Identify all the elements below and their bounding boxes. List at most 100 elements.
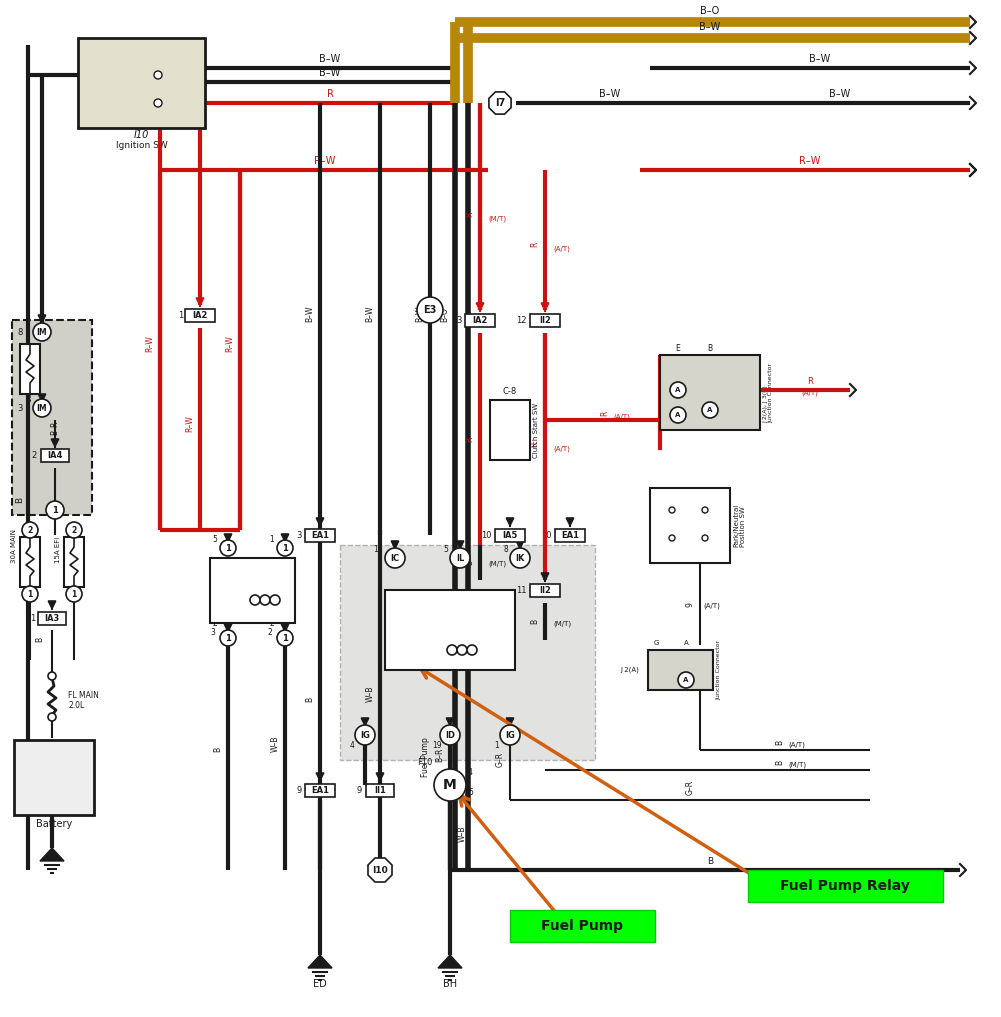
Text: B–W: B–W bbox=[810, 54, 831, 64]
Text: 2: 2 bbox=[267, 629, 272, 637]
Text: (M/T): (M/T) bbox=[788, 761, 806, 768]
Text: IM: IM bbox=[37, 404, 47, 413]
Text: 9: 9 bbox=[296, 785, 302, 794]
Text: 2: 2 bbox=[27, 526, 33, 535]
Text: B: B bbox=[35, 637, 44, 642]
Text: (M/T): (M/T) bbox=[553, 620, 572, 626]
Text: IM: IM bbox=[37, 327, 47, 337]
Circle shape bbox=[669, 535, 675, 541]
Text: EA1: EA1 bbox=[561, 531, 579, 539]
Text: 5: 5 bbox=[212, 535, 217, 544]
Text: N: N bbox=[658, 531, 665, 540]
Text: 15A EFI: 15A EFI bbox=[55, 537, 61, 563]
Bar bbox=[530, 584, 560, 597]
Text: A: A bbox=[684, 640, 689, 646]
Text: B–W: B–W bbox=[305, 305, 314, 322]
Text: FL MAIN: FL MAIN bbox=[68, 691, 99, 700]
Text: 1: 1 bbox=[30, 613, 35, 622]
Text: 3: 3 bbox=[456, 315, 462, 324]
Text: 30A MAIN: 30A MAIN bbox=[11, 529, 17, 563]
Circle shape bbox=[355, 725, 375, 745]
Text: (M/T): (M/T) bbox=[488, 440, 507, 446]
Bar bbox=[64, 537, 84, 587]
Text: B: B bbox=[15, 497, 24, 503]
Circle shape bbox=[670, 382, 686, 398]
Text: 8: 8 bbox=[17, 327, 22, 337]
Text: B–R: B–R bbox=[50, 421, 59, 435]
Text: B–W: B–W bbox=[830, 89, 851, 99]
Text: 19: 19 bbox=[432, 741, 441, 750]
Text: (A/T): (A/T) bbox=[703, 602, 720, 608]
Text: IG: IG bbox=[506, 730, 515, 739]
Text: 1: 1 bbox=[27, 590, 33, 598]
Circle shape bbox=[260, 595, 270, 605]
Bar bbox=[510, 910, 655, 942]
Circle shape bbox=[270, 595, 280, 605]
Text: B–R: B–R bbox=[435, 747, 444, 762]
Bar bbox=[305, 783, 335, 796]
Circle shape bbox=[220, 630, 236, 646]
Circle shape bbox=[22, 586, 38, 602]
Text: II1: II1 bbox=[374, 785, 386, 794]
Text: 1: 1 bbox=[225, 634, 231, 643]
Text: EA1: EA1 bbox=[311, 531, 329, 539]
Text: Junction Connector: Junction Connector bbox=[716, 640, 721, 700]
Circle shape bbox=[277, 540, 293, 556]
Text: B: B bbox=[708, 344, 713, 353]
Text: 1: 1 bbox=[282, 543, 288, 552]
Text: 2: 2 bbox=[71, 526, 77, 535]
Text: R–W: R–W bbox=[225, 336, 234, 352]
Text: (A/T): (A/T) bbox=[788, 741, 805, 747]
Text: IG2: IG2 bbox=[140, 63, 154, 72]
Text: 1: 1 bbox=[178, 310, 183, 319]
Text: II2: II2 bbox=[540, 315, 551, 324]
Text: B: B bbox=[776, 740, 785, 745]
Text: 1: 1 bbox=[494, 741, 499, 750]
Text: 2: 2 bbox=[387, 651, 391, 660]
Text: 3: 3 bbox=[210, 629, 215, 637]
Text: I10: I10 bbox=[134, 130, 149, 140]
Text: (A/T): (A/T) bbox=[613, 413, 630, 419]
Circle shape bbox=[220, 540, 236, 556]
Text: B: B bbox=[213, 746, 222, 752]
Text: 1: 1 bbox=[52, 505, 58, 515]
Circle shape bbox=[702, 402, 718, 418]
Circle shape bbox=[250, 595, 260, 605]
Text: B–W: B–W bbox=[415, 305, 424, 322]
Bar bbox=[185, 308, 215, 321]
Bar bbox=[385, 590, 515, 670]
Text: 8: 8 bbox=[504, 545, 508, 554]
Text: 15A AM2: 15A AM2 bbox=[27, 371, 33, 402]
Polygon shape bbox=[308, 955, 332, 968]
Text: 3: 3 bbox=[17, 404, 22, 413]
Text: ST2: ST2 bbox=[140, 99, 155, 108]
Text: R: R bbox=[531, 441, 540, 447]
Text: 1: 1 bbox=[71, 590, 77, 598]
Text: (M/T): (M/T) bbox=[488, 215, 507, 222]
Text: ED: ED bbox=[313, 979, 327, 989]
Circle shape bbox=[48, 672, 56, 680]
Text: A: A bbox=[708, 407, 713, 413]
Text: 12: 12 bbox=[373, 545, 383, 554]
Text: 11: 11 bbox=[517, 586, 527, 595]
Text: B: B bbox=[531, 619, 540, 624]
Text: 1: 1 bbox=[282, 634, 288, 643]
Text: Fuel Pump: Fuel Pump bbox=[420, 737, 429, 777]
Circle shape bbox=[66, 522, 82, 538]
Bar bbox=[650, 488, 730, 563]
Text: (A/T): (A/T) bbox=[802, 388, 819, 396]
Text: 4: 4 bbox=[468, 768, 472, 777]
Text: Battery: Battery bbox=[36, 819, 72, 829]
Bar bbox=[660, 355, 760, 430]
Bar bbox=[210, 558, 295, 623]
Text: C-8: C-8 bbox=[503, 387, 518, 396]
Text: R: R bbox=[601, 411, 610, 416]
Bar bbox=[41, 448, 69, 462]
Polygon shape bbox=[438, 955, 462, 968]
Text: R: R bbox=[531, 242, 540, 247]
Text: 2.0L: 2.0L bbox=[68, 701, 84, 710]
Circle shape bbox=[450, 548, 470, 569]
Bar bbox=[648, 650, 713, 690]
Text: R–W: R–W bbox=[314, 156, 335, 166]
Bar bbox=[366, 783, 394, 796]
